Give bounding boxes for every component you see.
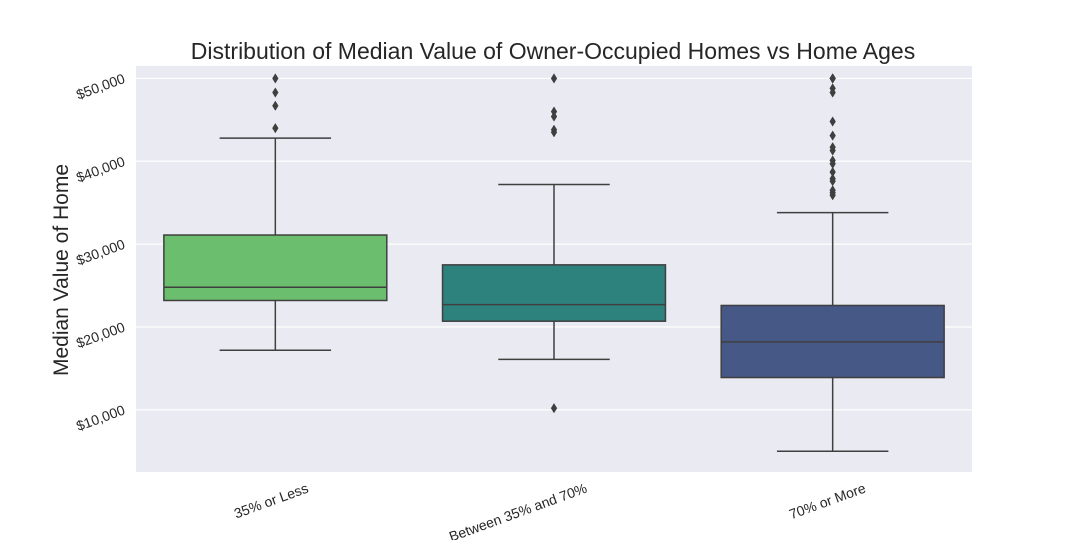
y-tick-label: $50,000 (74, 70, 127, 102)
outlier-point (829, 145, 836, 156)
outlier-point (829, 190, 836, 201)
box-iqr (163, 234, 388, 302)
y-tick-label: $40,000 (74, 153, 127, 185)
y-axis-label: Median Value of Home (50, 164, 73, 376)
y-tick-label: $30,000 (74, 236, 127, 268)
outlier-point (550, 403, 558, 414)
outlier-point (829, 130, 836, 141)
outlier-point (829, 87, 836, 98)
outlier-point (829, 116, 836, 127)
x-tick-label: 70% or More (787, 480, 868, 523)
x-tick-label: 35% or Less (232, 480, 311, 522)
outlier-point (272, 73, 279, 84)
box-group (163, 73, 388, 351)
outlier-point (550, 73, 558, 84)
x-tick-label: Between 35% and 70% (447, 480, 589, 540)
chart-title: Distribution of Median Value of Owner-Oc… (191, 38, 915, 64)
y-tick-label: $10,000 (74, 402, 127, 434)
box-group (441, 73, 667, 414)
box-iqr (441, 264, 667, 322)
outlier-point (829, 73, 836, 84)
outlier-point (272, 87, 279, 98)
outlier-point (550, 127, 558, 138)
outlier-point (272, 100, 279, 111)
box-group (720, 73, 945, 453)
outlier-point (550, 111, 558, 122)
y-tick-label: $20,000 (74, 319, 127, 351)
outlier-point (272, 122, 279, 134)
